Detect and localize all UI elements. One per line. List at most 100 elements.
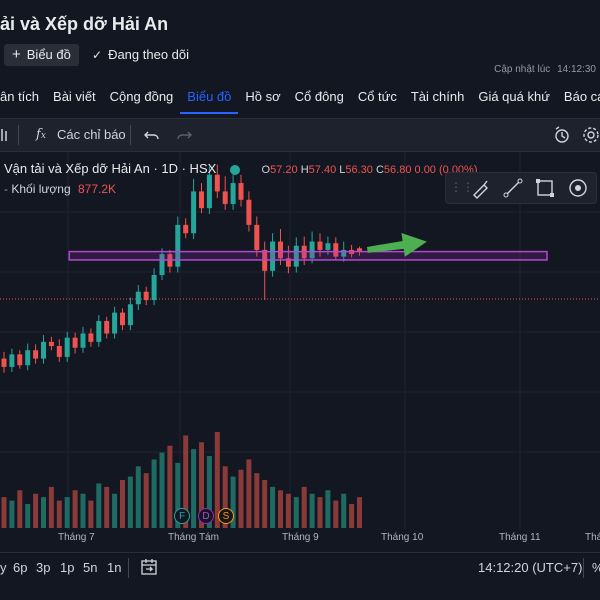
candle (333, 237, 339, 260)
tab-history[interactable]: Giá quá khứ (478, 89, 550, 104)
candle-body (48, 341, 54, 347)
trendline-icon[interactable] (502, 177, 524, 199)
candle-body (151, 275, 157, 301)
candle-body (293, 245, 299, 267)
tab-chart[interactable]: Biểu đồ (180, 88, 239, 114)
range-3m[interactable]: 3p (36, 560, 51, 575)
volume-label[interactable]: Khối lượng (11, 182, 71, 196)
x-tick-label: Tháng 11 (499, 532, 541, 543)
candle-body (9, 354, 15, 367)
candle-body (317, 241, 323, 250)
volume-bar (112, 493, 118, 528)
candle (246, 191, 252, 232)
range-1m[interactable]: 1p (60, 560, 75, 575)
volume-bar (104, 486, 110, 528)
volume-bar (357, 497, 362, 528)
check-icon: ✓ (92, 48, 103, 62)
close-value: 56.80 (383, 164, 412, 176)
chart-button[interactable]: + Biểu đồ (4, 44, 79, 66)
x-tick-label: Tháng 9 (282, 532, 319, 543)
volume-bar (278, 490, 283, 528)
visibility-icon[interactable] (567, 177, 589, 199)
volume-bar (262, 480, 268, 528)
candle (135, 285, 141, 311)
tab-profile[interactable]: Hồ sơ (245, 89, 281, 104)
candle (72, 332, 78, 354)
volume-bar (120, 480, 125, 528)
candle (222, 176, 228, 210)
tab-finance[interactable]: Tài chính (410, 89, 465, 104)
tab-dividends[interactable]: Cổ tức (357, 89, 397, 104)
trend-arrow (366, 233, 427, 257)
follow-button[interactable]: ✓ Đang theo dõi (92, 44, 189, 66)
volume-bar (159, 452, 165, 528)
candle-body (214, 174, 220, 192)
candle (96, 315, 102, 347)
volume-bar (301, 486, 307, 528)
candle-body (88, 333, 94, 342)
range-1d[interactable]: 1n (107, 560, 122, 575)
settings-gear-icon[interactable] (582, 119, 600, 151)
function-icon[interactable]: fx (36, 127, 46, 142)
volume-bar (48, 486, 54, 528)
percent-toggle[interactable]: % (592, 560, 600, 575)
alert-clock-icon[interactable] (553, 119, 571, 151)
volume-bar (33, 493, 39, 528)
candle (80, 326, 86, 353)
candle-body (25, 350, 31, 366)
tab-articles[interactable]: Bài viết (53, 89, 96, 104)
tab-community[interactable]: Cộng đồng (109, 89, 174, 104)
volume-bars (1, 432, 362, 528)
candle (159, 248, 165, 281)
high-value: 57.40 (308, 164, 337, 176)
support-zone-rectangle (68, 250, 548, 261)
price-chart[interactable] (0, 152, 600, 530)
candle-body (325, 243, 331, 250)
candle-body (285, 258, 291, 267)
candle-body (254, 224, 260, 250)
compare-icon[interactable] (0, 119, 12, 151)
volume-bar (143, 473, 149, 528)
candle (25, 343, 31, 371)
volume-bar (325, 490, 331, 528)
volume-bar (183, 435, 189, 528)
range-5d[interactable]: 5n (83, 560, 98, 575)
candle-body (341, 249, 347, 257)
range-6m[interactable]: 6p (13, 560, 28, 575)
volume-bar (135, 466, 141, 528)
volume-bar (317, 497, 323, 528)
tab-analysis[interactable]: ân tích (0, 89, 40, 104)
candle-body (64, 337, 70, 357)
candle-body (159, 254, 165, 275)
rectangle-tool-icon[interactable] (534, 177, 556, 199)
tab-reports[interactable]: Báo cáo (563, 89, 600, 104)
candle-body (127, 304, 133, 326)
marker-financial[interactable]: F (174, 508, 190, 524)
candle (214, 164, 220, 199)
x-tick-label: Tháng 10 (381, 532, 424, 543)
candle-body (238, 183, 244, 200)
candle-body (222, 191, 228, 204)
redo-icon[interactable] (176, 119, 192, 151)
volume-bar (1, 497, 7, 528)
volume-bar (25, 504, 31, 528)
volume-legend: - Khối lượng 877.2K (4, 182, 117, 196)
marker-split[interactable]: S (218, 508, 234, 524)
brush-icon[interactable] (470, 177, 492, 199)
timezone-clock[interactable]: 14:12:20 (UTC+7) (478, 560, 583, 575)
candle (309, 231, 315, 264)
undo-icon[interactable] (144, 119, 160, 151)
goto-date-icon[interactable] (140, 558, 158, 579)
candle (230, 174, 236, 210)
symbol-label[interactable]: Vận tải và Xếp dỡ Hải An · 1D · HSX (4, 161, 217, 176)
x-tick-label: Tháng 7 (58, 532, 95, 543)
indicators-button[interactable]: Các chỉ báo (57, 127, 126, 142)
range-1y[interactable]: y (0, 560, 7, 575)
tab-shareholders[interactable]: Cổ đông (294, 89, 344, 104)
candle-body (120, 312, 125, 326)
volume-bar (246, 459, 252, 528)
marker-dividend[interactable]: D (198, 508, 214, 524)
candle (238, 174, 244, 207)
drag-handle-icon[interactable]: ⋮⋮ (450, 180, 474, 194)
eye-icon[interactable] (229, 164, 240, 175)
